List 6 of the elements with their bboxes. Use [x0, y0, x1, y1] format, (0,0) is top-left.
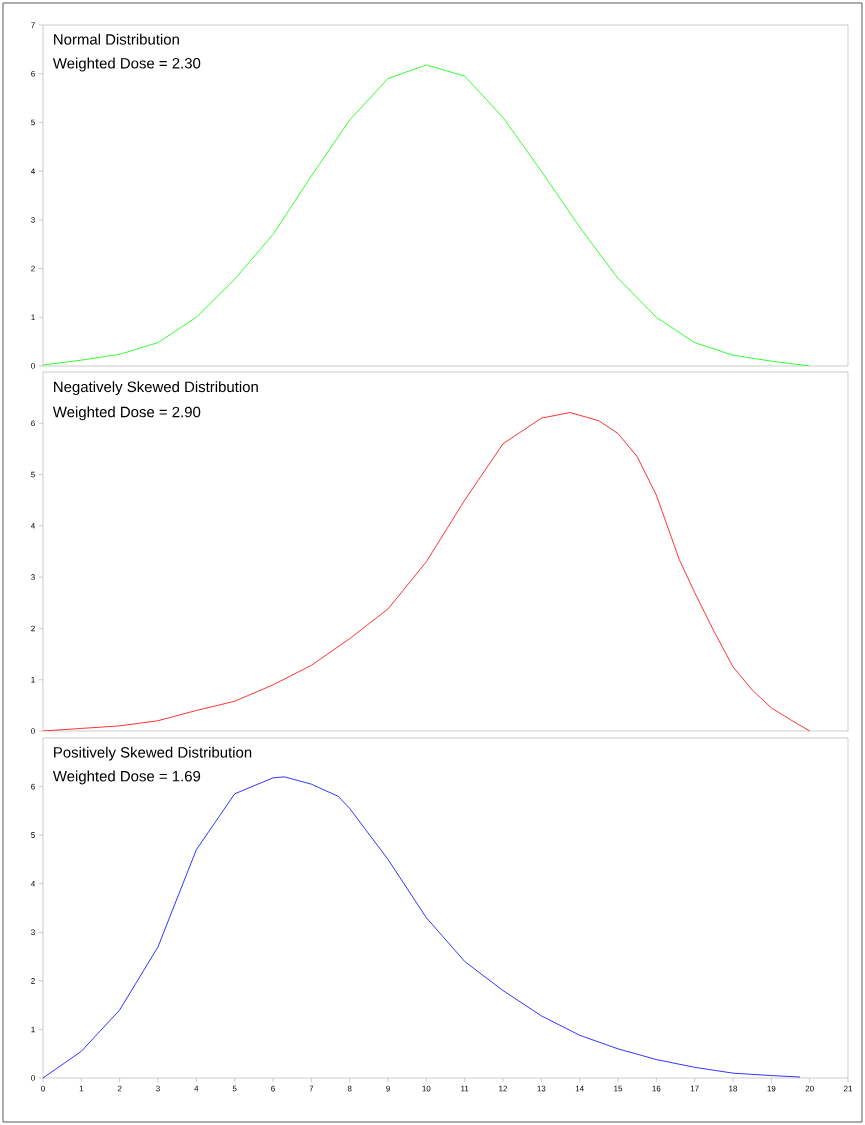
text: Positively Skewed Distribution — [54, 746, 252, 761]
chart-title: Normal Distribution — [54, 33, 179, 45]
text: Negatively Skewed Distribution — [54, 381, 258, 396]
text: Weighted Dose = 1.69 — [52, 770, 201, 785]
text: Weighted Dose = 2.90 — [52, 406, 201, 421]
text: Weighted Dose = 2.30 — [52, 57, 201, 72]
